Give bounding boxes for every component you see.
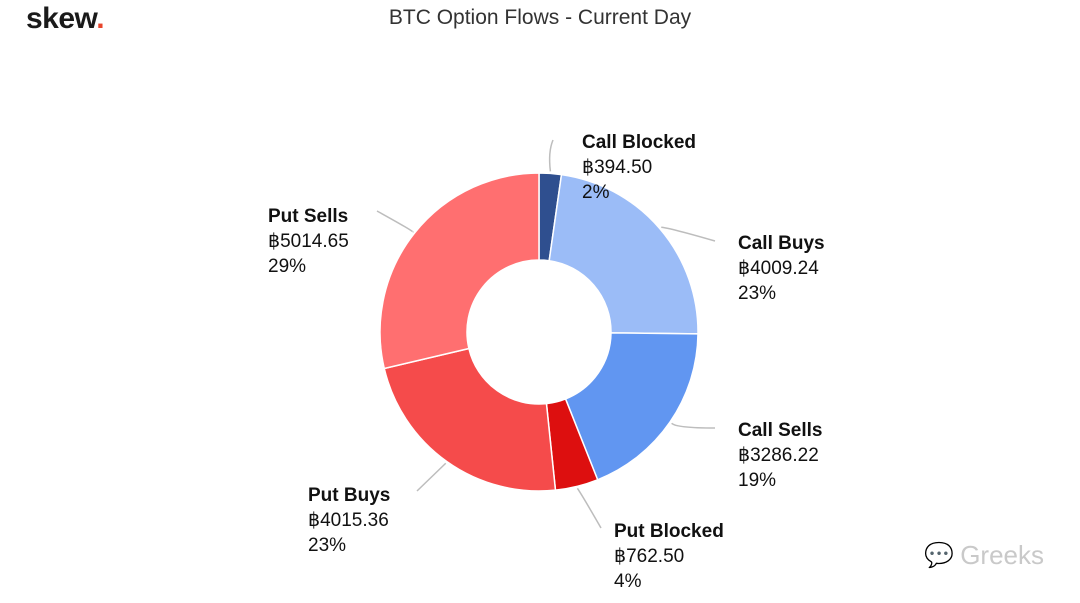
slice-put-buys[interactable] [383, 347, 557, 492]
label-call-buys-value: ฿4009.24 [738, 258, 819, 279]
watermark: 💬 Greeks [924, 540, 1044, 571]
slice-call-sells[interactable] [564, 332, 699, 481]
label-call-sells-value: ฿3286.22 [738, 445, 819, 466]
skew-logo: skew. [26, 2, 105, 36]
label-call-blocked-percent: 2% [582, 182, 610, 203]
label-put-buys-name: Put Buys [308, 485, 390, 506]
label-call-sells: Call Sells ฿3286.22 19% [738, 420, 823, 491]
leader-lines-group [376, 139, 716, 529]
label-put-blocked-value: ฿762.50 [614, 546, 684, 567]
leader-line-call-blocked [548, 139, 554, 172]
leader-line-put-sells [376, 210, 414, 233]
label-call-blocked-value: ฿394.50 [582, 157, 652, 178]
logo-text: skew [26, 2, 97, 35]
label-put-sells-name: Put Sells [268, 206, 348, 227]
label-put-sells: Put Sells ฿5014.65 29% [268, 206, 349, 277]
label-call-blocked: Call Blocked ฿394.50 2% [582, 132, 696, 203]
label-put-buys: Put Buys ฿4015.36 23% [308, 485, 390, 556]
slices-group [379, 172, 699, 492]
label-put-blocked-name: Put Blocked [614, 521, 724, 542]
leader-line-call-buys [661, 226, 716, 242]
slice-call-buys[interactable] [548, 173, 699, 335]
label-put-sells-percent: 29% [268, 256, 306, 277]
logo-dot: . [96, 2, 105, 35]
label-call-sells-name: Call Sells [738, 420, 823, 441]
label-put-sells-value: ฿5014.65 [268, 231, 349, 252]
label-call-buys-name: Call Buys [738, 233, 825, 254]
label-call-blocked-name: Call Blocked [582, 132, 696, 153]
label-call-buys: Call Buys ฿4009.24 23% [738, 233, 825, 304]
label-put-buys-percent: 23% [308, 535, 346, 556]
label-call-sells-percent: 19% [738, 470, 776, 491]
label-put-blocked-percent: 4% [614, 571, 642, 592]
wechat-icon: 💬 [924, 542, 955, 569]
leader-line-put-buys [416, 462, 447, 492]
label-put-buys-value: ฿4015.36 [308, 510, 389, 531]
chart-title: BTC Option Flows - Current Day [388, 6, 692, 29]
label-put-blocked: Put Blocked ฿762.50 4% [614, 521, 724, 592]
slice-put-sells[interactable] [379, 172, 540, 370]
leader-line-call-sells [671, 422, 716, 429]
leader-line-put-blocked [576, 487, 602, 529]
watermark-text: Greeks [960, 540, 1044, 570]
labels-group: Call Blocked ฿394.50 2% Call Buys ฿4009.24 23… [268, 132, 825, 592]
label-call-buys-percent: 23% [738, 283, 776, 304]
